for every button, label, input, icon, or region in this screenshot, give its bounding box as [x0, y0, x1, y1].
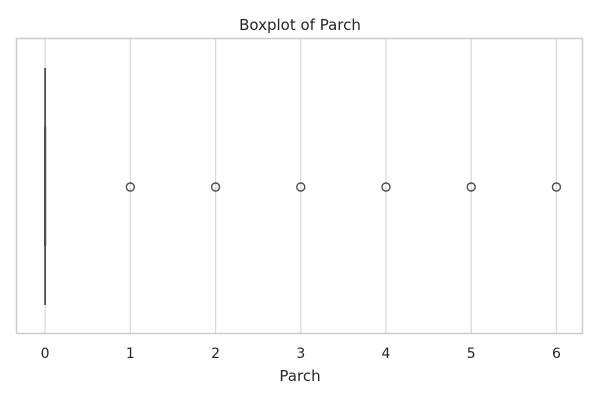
outlier-layer — [125, 182, 562, 192]
x-tick-label-0: 0 — [41, 346, 50, 362]
x-tick-label-3: 3 — [296, 346, 305, 362]
plot-frame — [15, 37, 584, 335]
outlier-point-4 — [381, 182, 391, 192]
x-tick-label-2: 2 — [211, 346, 220, 362]
x-tick-label-6: 6 — [552, 346, 561, 362]
grid-lines — [44, 39, 558, 333]
x-tick-labels: 0 1 2 3 4 5 6 — [41, 346, 561, 362]
x-axis-label: Parch — [279, 367, 320, 385]
x-tick-label-5: 5 — [467, 346, 476, 362]
outlier-point-5 — [466, 182, 476, 192]
outlier-point-2 — [210, 182, 221, 192]
outlier-point-3 — [296, 182, 306, 192]
x-tick-label-4: 4 — [382, 346, 391, 362]
outlier-point-1 — [125, 182, 136, 192]
chart-title: Boxplot of Parch — [239, 16, 361, 34]
x-tick-label-1: 1 — [126, 346, 135, 362]
outlier-point-6 — [551, 182, 562, 192]
